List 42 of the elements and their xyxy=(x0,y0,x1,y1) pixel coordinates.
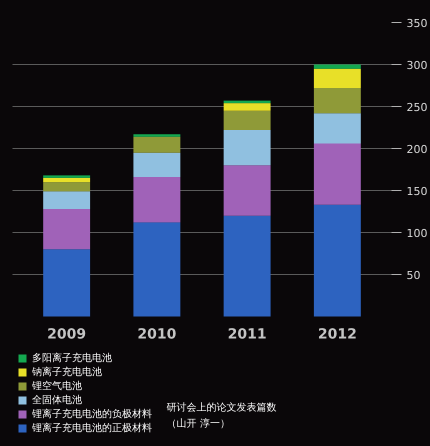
bar xyxy=(224,165,271,216)
x-tick-label: 2010 xyxy=(137,326,177,342)
y-tick-label: 250 xyxy=(406,101,428,114)
legend-label: 钠离子充电电池 xyxy=(32,366,102,379)
x-tick-label: 2009 xyxy=(47,326,86,342)
y-tick-label: 100 xyxy=(406,227,428,240)
x-tick-label: 2012 xyxy=(318,326,357,342)
y-tick-label: 300 xyxy=(406,59,428,72)
bar xyxy=(43,191,90,209)
bar xyxy=(133,134,180,137)
bar xyxy=(133,136,180,153)
legend-label: 锂空气电池 xyxy=(32,380,82,393)
bar xyxy=(43,208,90,250)
legend-label: 锂离子充电电池的正极材料 xyxy=(32,422,152,435)
bar xyxy=(43,178,90,182)
legend-label: 锂离子充电电池的负极材料 xyxy=(32,408,152,421)
bar xyxy=(133,177,180,222)
y-tick-label: 200 xyxy=(406,143,428,156)
bar xyxy=(224,110,271,130)
text: 研讨会上的论文发表篇数 xyxy=(166,402,277,414)
bar xyxy=(224,130,271,166)
x-tick-label: 2011 xyxy=(228,326,267,342)
bar xyxy=(43,249,90,316)
bar xyxy=(133,222,180,316)
legend-label: 全固体电池 xyxy=(32,394,82,407)
bar xyxy=(314,88,361,114)
text: （山开 淳一） xyxy=(166,418,230,430)
bar xyxy=(314,64,361,69)
bar xyxy=(314,143,361,205)
bar xyxy=(314,204,361,316)
bar xyxy=(224,100,271,104)
bar xyxy=(224,216,271,316)
bar xyxy=(314,113,361,144)
bar xyxy=(224,103,271,111)
y-tick-label: 50 xyxy=(406,269,420,282)
y-tick-label: 150 xyxy=(406,185,428,198)
y-tick-label: 350 xyxy=(406,17,428,30)
bar xyxy=(43,182,90,192)
legend-label: 多阳离子充电电池 xyxy=(32,352,112,365)
bar xyxy=(133,152,180,178)
bar xyxy=(43,175,90,178)
bar xyxy=(314,68,361,88)
